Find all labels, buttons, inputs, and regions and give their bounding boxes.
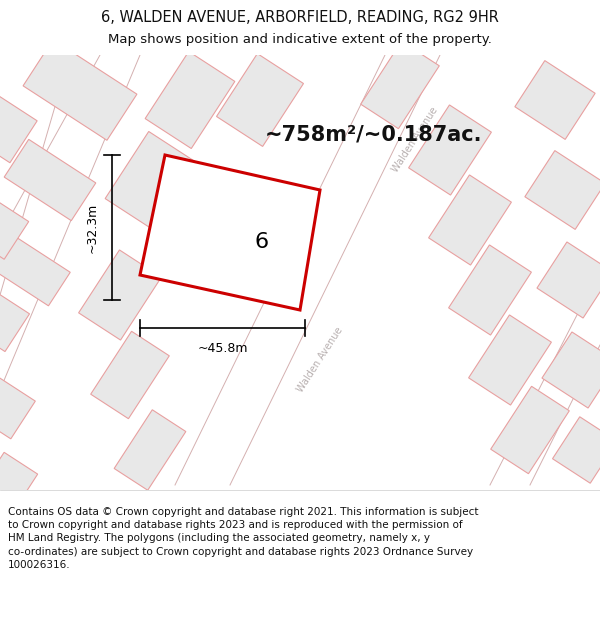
Polygon shape [537,242,600,318]
Text: ~45.8m: ~45.8m [197,341,248,354]
Polygon shape [4,139,96,221]
Text: Walden Avenue: Walden Avenue [390,106,440,174]
Polygon shape [542,332,600,408]
Polygon shape [491,386,569,474]
Polygon shape [0,234,70,306]
Polygon shape [409,105,491,195]
Text: ~32.3m: ~32.3m [86,202,98,252]
Text: 6, WALDEN AVENUE, ARBORFIELD, READING, RG2 9HR: 6, WALDEN AVENUE, ARBORFIELD, READING, R… [101,9,499,24]
Polygon shape [140,155,320,310]
Polygon shape [0,181,29,259]
Polygon shape [217,54,304,146]
Point [0,620,5,625]
Polygon shape [23,40,137,140]
Text: Walden Avenue: Walden Avenue [295,326,345,394]
Polygon shape [361,41,439,129]
Text: Map shows position and indicative extent of the property.: Map shows position and indicative extent… [108,32,492,46]
Point [0,51,5,59]
Polygon shape [145,51,235,149]
Polygon shape [515,61,595,139]
Polygon shape [428,175,511,265]
Polygon shape [91,331,169,419]
Polygon shape [469,315,551,405]
Text: Contains OS data © Crown copyright and database right 2021. This information is : Contains OS data © Crown copyright and d… [8,507,479,570]
Polygon shape [0,278,29,352]
Point [0,51,4,59]
Point [0,620,4,625]
Polygon shape [553,417,600,483]
Polygon shape [114,410,186,490]
Polygon shape [525,151,600,229]
Text: ~758m²/~0.187ac.: ~758m²/~0.187ac. [265,125,482,145]
Polygon shape [79,250,161,340]
Text: 6: 6 [254,232,268,253]
Polygon shape [0,371,35,439]
Polygon shape [0,78,37,162]
Polygon shape [105,131,195,229]
Polygon shape [0,452,38,508]
Polygon shape [449,245,532,335]
